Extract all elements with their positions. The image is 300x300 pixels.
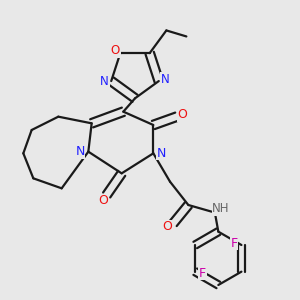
Text: O: O: [178, 109, 188, 122]
Text: NH: NH: [212, 202, 230, 215]
Text: F: F: [230, 237, 238, 250]
Text: N: N: [100, 75, 109, 88]
Text: F: F: [199, 267, 206, 280]
Text: N: N: [75, 145, 85, 158]
Text: N: N: [157, 147, 166, 160]
Text: O: O: [162, 220, 172, 233]
Text: O: O: [111, 44, 120, 57]
Text: O: O: [98, 194, 108, 208]
Text: N: N: [161, 73, 170, 86]
